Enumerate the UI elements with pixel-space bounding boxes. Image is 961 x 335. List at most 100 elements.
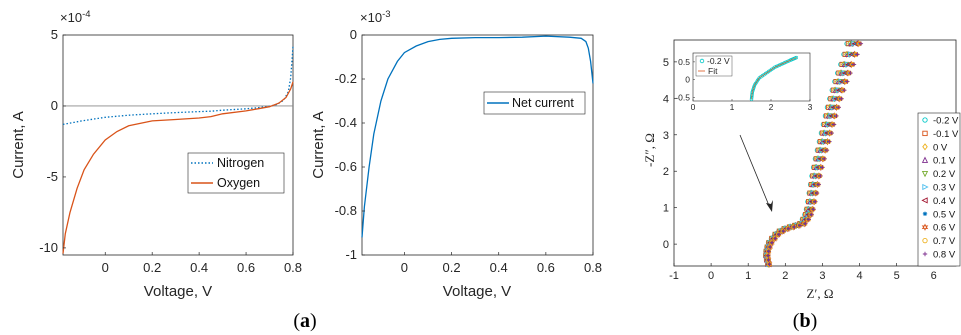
legend-marker-0V	[922, 143, 928, 151]
y-axis-label: Current, A	[10, 111, 27, 179]
data-point-0p6V	[848, 60, 855, 69]
y-tick-label: -5	[46, 169, 58, 184]
plot-area	[361, 34, 594, 256]
series-line-net-current	[361, 35, 594, 238]
legend-box	[187, 152, 285, 194]
data-point-0p8V	[773, 236, 778, 241]
data-point-0p8V	[767, 262, 772, 267]
data-point-0p8V	[803, 221, 808, 226]
legend-label-oxygen: Oxygen	[217, 176, 260, 190]
data-point-0p8V	[818, 173, 823, 179]
x-tick-label: 0	[401, 260, 408, 275]
inset-y-tick-label: -0.5	[675, 92, 690, 102]
inset-data-point	[751, 86, 756, 90]
legend-label: 0.2 V	[933, 169, 956, 180]
inset-data-point	[784, 60, 788, 64]
data-point-0p8V	[797, 223, 803, 228]
inset-data-point	[780, 61, 785, 66]
y-tick-label: -0.6	[335, 159, 357, 174]
x-tick-label: 0.4	[190, 260, 208, 275]
legend-marker-0p8V	[922, 251, 928, 257]
legend-label: 0.3 V	[933, 183, 956, 194]
data-point-0p8V	[811, 207, 816, 212]
x-tick-label: 6	[931, 270, 937, 282]
legend-box	[917, 112, 961, 267]
y-tick-label: 5	[51, 27, 58, 42]
y-tick-label: -10	[39, 240, 58, 255]
inset-y-tick-label: 0	[685, 75, 690, 85]
y-tick-label: 4	[663, 93, 669, 105]
plot-area	[62, 34, 294, 256]
data-point-0p8V	[834, 113, 839, 119]
y-tick-label: 0	[51, 98, 58, 113]
data-point-0p8V	[786, 226, 791, 231]
x-tick-label: 0	[708, 270, 714, 282]
legend-marker--0p1V	[922, 130, 928, 137]
y-tick-label: -0.4	[335, 115, 357, 130]
inset-pointer-arrow	[739, 134, 773, 212]
data-point-0p8V	[858, 41, 864, 46]
inset-legend-marker-data	[699, 58, 705, 64]
legend-marker-0p5V	[922, 211, 928, 216]
legend-label: -0.2 V	[933, 116, 959, 127]
y-tick-label: 2	[663, 166, 669, 178]
inset-data-point	[774, 64, 779, 69]
chart-current-vs-voltage-nitrogen-oxygen: 0 0.2 0.4 0.6 0.8 -10 -5 0 5 ×10-4 Current, A V…	[10, 9, 302, 300]
x-axis-label: Voltage, V	[144, 283, 212, 300]
y-tick-label: -0.8	[335, 203, 357, 218]
x-tick-label: 0.2	[143, 260, 161, 275]
data-point-0p8V	[855, 52, 860, 57]
x-tick-label: 0.6	[237, 260, 255, 275]
x-tick-label: 0.8	[584, 260, 602, 275]
legend-marker-0p2V	[921, 170, 929, 178]
inset-data-point	[785, 59, 790, 64]
data-point-0p8V	[781, 229, 786, 234]
series-line-oxygen	[62, 81, 294, 254]
inset-data-point	[779, 62, 783, 67]
inset-data-point	[773, 65, 777, 69]
inset-data-point	[794, 55, 799, 60]
x-tick-label: 1	[745, 270, 751, 282]
data-point-0p8V	[822, 156, 827, 161]
y-exponent-label: ×10-3	[360, 9, 391, 25]
x-tick-label: 2	[782, 270, 788, 282]
x-tick-label: 0.6	[537, 260, 555, 275]
inset-legend-label-fit: Fit	[708, 66, 718, 76]
inset-data-point	[777, 63, 782, 67]
inset-x-tick-label: 3	[808, 102, 813, 112]
data-point-0p8V	[851, 62, 857, 67]
data-point-0p8V	[827, 139, 832, 144]
data-point-0p8V	[816, 182, 821, 187]
data-point-0p8V	[777, 232, 782, 237]
inset-fit-line	[751, 57, 797, 100]
y-tick-label: 5	[663, 57, 669, 69]
data-point-0p8V	[813, 199, 818, 204]
y-axis-label: Current, A	[310, 111, 327, 179]
legend-marker-0p6V	[921, 223, 929, 231]
inset-y-tick-label: 0.5	[678, 57, 690, 67]
data-point-0p8V	[824, 148, 830, 153]
inset-legend: -0.2 V Fit	[695, 55, 733, 77]
legend: -0.2 V -0.1 V 0 V 0.1 V 0.2 V 0.3 V 0.4 V 0.5 V…	[917, 112, 961, 267]
legend-marker-0p3V	[922, 183, 929, 191]
x-tick-label: -1	[669, 270, 679, 282]
data-point-0p8V	[836, 105, 841, 110]
y-tick-label: -0.2	[335, 71, 357, 86]
legend-label: 0.5 V	[933, 209, 956, 220]
legend-box	[483, 91, 586, 115]
inset-data-point	[787, 59, 791, 63]
x-axis-label: Z′, Ω	[807, 286, 834, 301]
inset-data-point	[752, 84, 756, 89]
x-tick-label: 0.2	[443, 260, 461, 275]
legend-marker-0p1V	[921, 156, 929, 163]
x-tick-label: 0.8	[284, 260, 302, 275]
inset-data-point	[776, 64, 780, 68]
panel-label-a: (a)	[293, 310, 316, 332]
y-tick-label: 0	[350, 27, 357, 42]
data-point-0p8V	[770, 240, 775, 245]
data-point-0p8V	[832, 122, 837, 127]
data-point-0p8V	[806, 217, 812, 222]
x-tick-label: 3	[819, 270, 825, 282]
inset-data-point	[751, 88, 755, 93]
